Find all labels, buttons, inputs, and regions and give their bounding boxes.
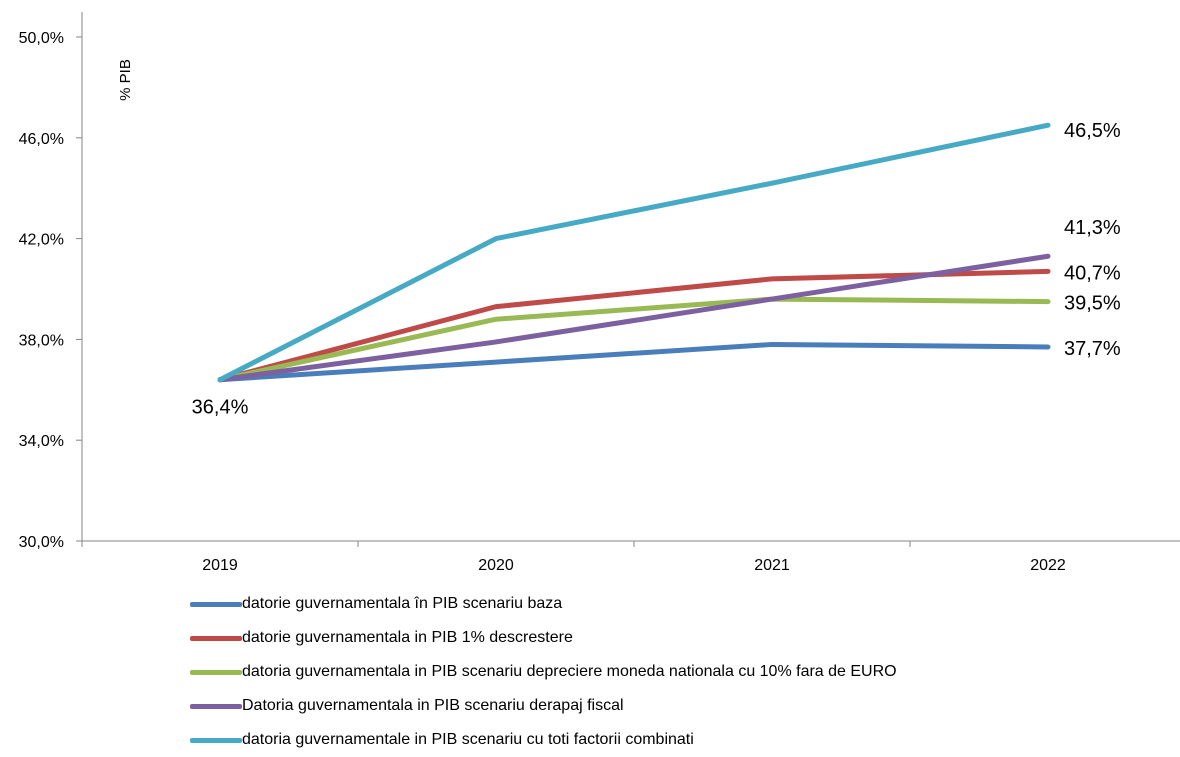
x-ticks: 2019 2020 2021 2022 (81, 541, 1066, 574)
end-label-3: 39,5% (1064, 293, 1121, 315)
legend-item-4: Datoria guvernamentala in PIB scenariu d… (190, 689, 897, 723)
legend-label: datoria guvernamentala in PIB scenariu d… (242, 663, 897, 680)
legend-label: datoria guvernamentale in PIB scenariu c… (242, 731, 694, 748)
legend-item-3: datoria guvernamentala in PIB scenariu d… (190, 655, 897, 689)
y-axis-title: % PIB (117, 59, 134, 101)
legend-swatch (190, 737, 242, 743)
series-line-5 (217, 122, 1051, 383)
legend: datorie guvernamentala în PIB scenariu b… (190, 587, 897, 757)
legend-swatch (190, 635, 242, 641)
legend-label: datorie guvernamentala in PIB 1% descres… (242, 629, 573, 646)
start-label: 36,4% (192, 397, 249, 419)
series-lines (217, 122, 1051, 383)
x-tick-label: 2022 (1030, 557, 1066, 574)
series-line-1 (217, 341, 1051, 383)
y-tick-label: 46,0% (19, 131, 64, 148)
legend-swatch (190, 703, 242, 709)
y-tick-label: 50,0% (19, 30, 64, 47)
legend-item-5: datoria guvernamentale in PIB scenariu c… (190, 723, 897, 757)
series-line-3 (217, 296, 1051, 383)
x-tick-label: 2021 (754, 557, 790, 574)
y-ticks: 30,0% 34,0% 38,0% 42,0% 46,0% 50,0% (19, 30, 82, 551)
series-line-4 (217, 253, 1051, 383)
end-label-4: 41,3% (1064, 217, 1121, 239)
x-tick-label: 2019 (202, 557, 238, 574)
legend-swatch (190, 669, 242, 675)
y-tick-label: 30,0% (19, 534, 64, 551)
x-tick-label: 2020 (478, 557, 514, 574)
legend-label: datorie guvernamentala în PIB scenariu b… (242, 595, 563, 612)
end-label-5: 46,5% (1064, 120, 1121, 142)
data-labels: 37,7% 40,7% 39,5% 41,3% 46,5% 36,4% (192, 120, 1121, 419)
y-tick-label: 34,0% (19, 433, 64, 450)
end-label-1: 37,7% (1064, 338, 1121, 360)
chart-axes (81, 12, 1180, 542)
legend-item-1: datorie guvernamentala în PIB scenariu b… (190, 587, 897, 621)
legend-item-2: datorie guvernamentala in PIB 1% descres… (190, 621, 897, 655)
y-tick-label: 38,0% (19, 332, 64, 349)
legend-label: Datoria guvernamentala in PIB scenariu d… (242, 697, 624, 714)
legend-swatch (190, 601, 242, 607)
y-tick-label: 42,0% (19, 232, 64, 249)
end-label-2: 40,7% (1064, 262, 1121, 284)
